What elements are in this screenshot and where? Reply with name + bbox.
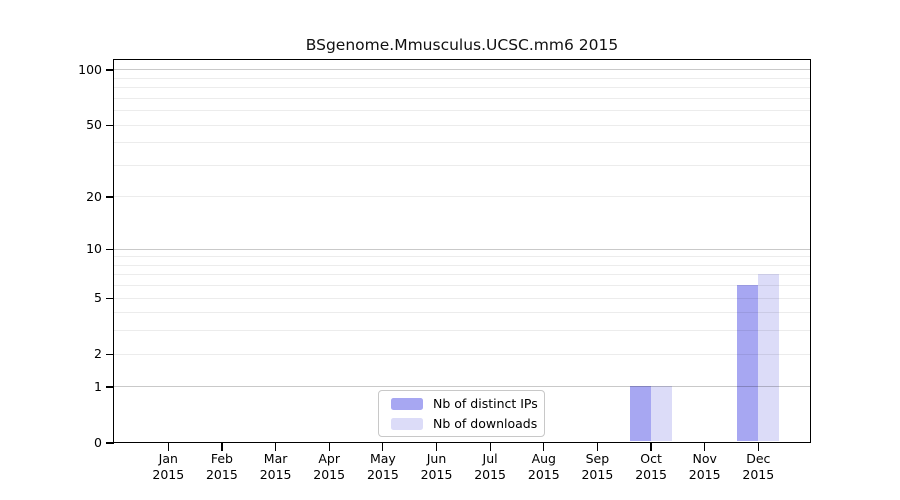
x-tick-mark-aug (543, 443, 545, 451)
y-tick-label-100: 100 (78, 62, 102, 77)
x-tick-mark-mar (274, 443, 277, 451)
gridline-minor-60 (114, 110, 810, 112)
x-tick-month-text: Apr (318, 451, 340, 466)
gridline-minor-20 (114, 196, 810, 198)
y-tick-label-2: 2 (94, 346, 102, 362)
x-tick-mark-may (382, 443, 384, 451)
gridline-minor-6 (114, 285, 810, 287)
x-tick-month-text: Jun (426, 451, 447, 466)
x-tick-year-text: 2015 (688, 466, 721, 482)
gridline-major-1 (114, 386, 810, 388)
x-tick-month-text: Dec (746, 451, 771, 466)
x-tick-label-jul: Jul 2015 (458, 451, 522, 482)
y-tick-mark-5 (105, 297, 114, 299)
x-tick-mark-apr (328, 443, 330, 451)
y-tick-mark-10 (105, 248, 114, 250)
y-tick-label-0: 0 (94, 435, 102, 450)
x-tick-year-text: 2015 (259, 466, 292, 482)
x-tick-month-text: Mar (263, 451, 288, 466)
y-tick-mark-20 (105, 196, 114, 198)
x-tick-year-text: 2015 (581, 466, 614, 482)
x-tick-month-text: Feb (210, 451, 233, 466)
x-tick-year-text: 2015 (366, 466, 399, 482)
x-tick-label-may: May 2015 (351, 451, 415, 482)
gridline-minor-2 (114, 353, 810, 355)
x-tick-mark-feb (221, 443, 223, 451)
bar-nb-of-downloads-oct (650, 386, 672, 441)
bar-nb-of-downloads-dec (757, 274, 779, 441)
x-tick-mark-jan (167, 443, 169, 451)
legend-entry-distinct-ips: Nb of distinct IPs (391, 397, 544, 410)
gridline-minor-70 (114, 97, 810, 99)
y-tick-label-50: 50 (86, 117, 102, 133)
legend: Nb of distinct IPs Nb of downloads (378, 390, 545, 437)
gridline-minor-40 (114, 142, 810, 144)
x-tick-month-text: Aug (531, 451, 556, 466)
gridline-minor-90 (114, 77, 810, 79)
y-tick-mark-0 (105, 442, 114, 444)
x-tick-year-text: 2015 (313, 466, 346, 482)
x-tick-mark-jun (435, 443, 438, 451)
x-tick-mark-oct (650, 443, 652, 451)
gridline-minor-5 (114, 297, 810, 299)
x-tick-label-oct: Oct 2015 (619, 451, 683, 482)
gridline-minor-30 (114, 164, 810, 166)
x-tick-label-nov: Nov 2015 (673, 451, 737, 482)
x-tick-month-text: May (369, 451, 396, 466)
x-tick-month-text: Jul (482, 451, 498, 466)
bar-nb-of-distinct-ips-oct (629, 386, 651, 441)
x-tick-month-text: Oct (640, 451, 662, 466)
x-tick-label-jan: Jan 2015 (136, 451, 200, 482)
gridline-major-10 (114, 248, 810, 250)
gridline-minor-8 (114, 264, 810, 266)
x-tick-year-text: 2015 (527, 466, 560, 482)
x-tick-mark-dec (757, 443, 759, 451)
x-tick-year-text: 2015 (742, 466, 775, 482)
x-tick-year-text: 2015 (635, 466, 667, 482)
x-tick-mark-sep (596, 443, 599, 451)
gridline-minor-7 (114, 274, 810, 276)
y-tick-mark-2 (105, 353, 114, 355)
gridline-minor-9 (114, 256, 810, 258)
x-tick-label-aug: Aug 2015 (512, 451, 576, 482)
bar-nb-of-distinct-ips-dec (736, 285, 758, 441)
plot-area (113, 59, 811, 443)
legend-label-downloads: Nb of downloads (433, 416, 538, 431)
y-tick-label-10: 10 (86, 241, 102, 257)
x-tick-year-text: 2015 (420, 466, 453, 482)
gridline-minor-80 (114, 87, 810, 89)
x-tick-year-text: 2015 (205, 466, 238, 482)
x-tick-year-text: 2015 (152, 466, 185, 482)
y-tick-label-1: 1 (94, 379, 102, 394)
legend-swatch-distinct-ips-icon (391, 397, 423, 410)
x-tick-label-dec: Dec 2015 (726, 451, 790, 482)
x-tick-label-sep: Sep 2015 (565, 451, 629, 482)
x-tick-month-text: Sep (585, 451, 610, 466)
x-tick-label-mar: Mar 2015 (244, 451, 308, 482)
x-tick-label-apr: Apr 2015 (297, 451, 361, 482)
x-tick-month-text: Jan (158, 451, 178, 466)
x-tick-mark-nov (704, 443, 706, 451)
y-tick-mark-1 (105, 386, 114, 388)
x-tick-month-text: Nov (692, 451, 717, 466)
x-tick-label-jun: Jun 2015 (405, 451, 469, 482)
y-tick-mark-100 (105, 69, 114, 71)
legend-label-distinct-ips: Nb of distinct IPs (433, 396, 538, 411)
gridline-minor-50 (114, 124, 810, 126)
x-tick-label-feb: Feb 2015 (190, 451, 254, 482)
gridline-major-100 (114, 69, 810, 71)
gridline-minor-3 (114, 330, 810, 332)
y-tick-mark-50 (105, 124, 114, 126)
y-tick-label-5: 5 (94, 290, 102, 306)
legend-swatch-downloads-icon (391, 417, 423, 430)
y-tick-label-20: 20 (86, 188, 102, 204)
legend-entry-downloads: Nb of downloads (391, 417, 544, 430)
chart-title: BSgenome.Mmusculus.UCSC.mm6 2015 (305, 36, 619, 54)
x-tick-year-text: 2015 (474, 466, 506, 482)
gridline-minor-4 (114, 312, 810, 314)
x-tick-mark-jul (489, 443, 491, 451)
